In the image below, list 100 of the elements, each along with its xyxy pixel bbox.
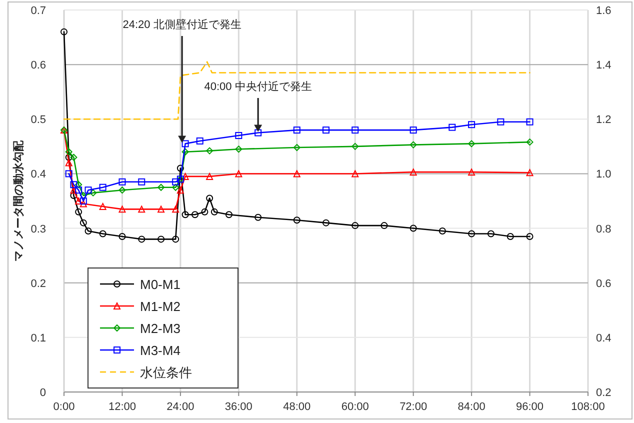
point — [410, 126, 417, 134]
point — [80, 198, 87, 204]
point — [138, 236, 146, 243]
point — [192, 211, 198, 218]
point — [487, 230, 494, 238]
y2-tick-label: 1.4 — [596, 60, 612, 72]
point — [468, 230, 476, 238]
point — [75, 208, 82, 216]
y-tick-label: 0.4 — [30, 168, 46, 181]
y2-tick-label: 1.6 — [596, 5, 612, 17]
y-tick-label: 0.3 — [30, 223, 46, 236]
point — [322, 219, 330, 226]
point — [90, 189, 97, 196]
annotation: 24:20 北側壁付近で発生 — [122, 18, 242, 31]
legend-label: M3-M4 — [140, 343, 180, 358]
x-tick-label: 108:00 — [571, 401, 605, 413]
y2-tick-label: 1.0 — [596, 168, 612, 181]
point — [254, 214, 262, 221]
point — [468, 168, 476, 176]
point — [196, 137, 204, 144]
point — [526, 232, 534, 240]
point — [293, 170, 300, 178]
point — [84, 228, 92, 235]
point — [158, 184, 165, 191]
y-tick-label: 0.6 — [30, 60, 46, 72]
point — [210, 208, 218, 216]
point — [182, 172, 189, 180]
x-tick-label: 12:00 — [108, 401, 136, 413]
point — [468, 121, 476, 128]
point — [526, 169, 534, 176]
y-tick-label: 0.7 — [30, 5, 46, 17]
line-series — [63, 61, 530, 120]
point — [99, 202, 106, 210]
y2-tick-label: 0.2 — [596, 387, 612, 399]
point — [99, 184, 106, 191]
y-tick-label: 0.1 — [30, 332, 46, 344]
point — [118, 232, 126, 240]
point — [80, 200, 87, 208]
legend-label: M0-M1 — [140, 277, 180, 292]
x-tick-label: 0:00 — [53, 401, 75, 413]
legend-label: M1-M2 — [140, 299, 180, 314]
point — [526, 138, 534, 146]
legend-label: 水位条件 — [140, 365, 192, 380]
x-tick-label: 96:00 — [516, 401, 544, 413]
point — [235, 170, 242, 178]
point — [84, 186, 92, 194]
point — [506, 232, 514, 240]
point — [526, 118, 534, 126]
point — [70, 192, 78, 200]
point — [158, 236, 165, 243]
point — [172, 184, 180, 191]
point — [410, 224, 417, 232]
x-tick-label: 24:00 — [166, 401, 194, 413]
y2-tick-label: 1.2 — [596, 114, 612, 126]
point — [70, 181, 78, 188]
point — [65, 170, 72, 178]
point — [254, 129, 262, 136]
point — [225, 211, 232, 218]
y-tick-label: 0.2 — [30, 278, 46, 290]
point — [497, 118, 504, 126]
point — [380, 222, 388, 230]
point — [60, 28, 68, 36]
point — [448, 124, 456, 131]
point — [352, 222, 359, 230]
point — [138, 178, 146, 186]
point — [468, 140, 476, 148]
point — [172, 178, 180, 186]
point — [118, 178, 126, 186]
point — [182, 211, 189, 218]
point — [65, 159, 72, 166]
point — [65, 154, 72, 161]
point — [75, 186, 82, 194]
x-tick-label: 72:00 — [400, 401, 428, 413]
point — [118, 186, 126, 194]
annotation: 40:00 中央付近で発生 — [204, 80, 312, 93]
point — [206, 147, 214, 154]
point — [176, 164, 184, 172]
point — [410, 168, 417, 176]
point — [182, 140, 189, 148]
point — [352, 126, 359, 134]
point — [70, 186, 78, 194]
point — [322, 126, 330, 134]
y-tick-label: 0 — [40, 387, 46, 399]
point — [65, 148, 72, 156]
y-axis-title: マノメータ間の動水勾配 — [12, 140, 25, 262]
x-tick-label: 84:00 — [458, 401, 486, 413]
point — [172, 236, 180, 243]
y2-tick-label: 0.6 — [596, 278, 612, 290]
point — [206, 172, 214, 180]
point — [118, 206, 126, 213]
point — [182, 148, 189, 156]
point — [352, 170, 359, 178]
x-tick-label: 60:00 — [341, 401, 369, 413]
point — [75, 198, 82, 204]
x-tick-label: 36:00 — [224, 401, 252, 413]
point — [201, 208, 208, 216]
point — [352, 142, 359, 150]
point — [70, 154, 78, 161]
legend-label: M2-M3 — [140, 321, 180, 336]
point — [235, 132, 242, 140]
